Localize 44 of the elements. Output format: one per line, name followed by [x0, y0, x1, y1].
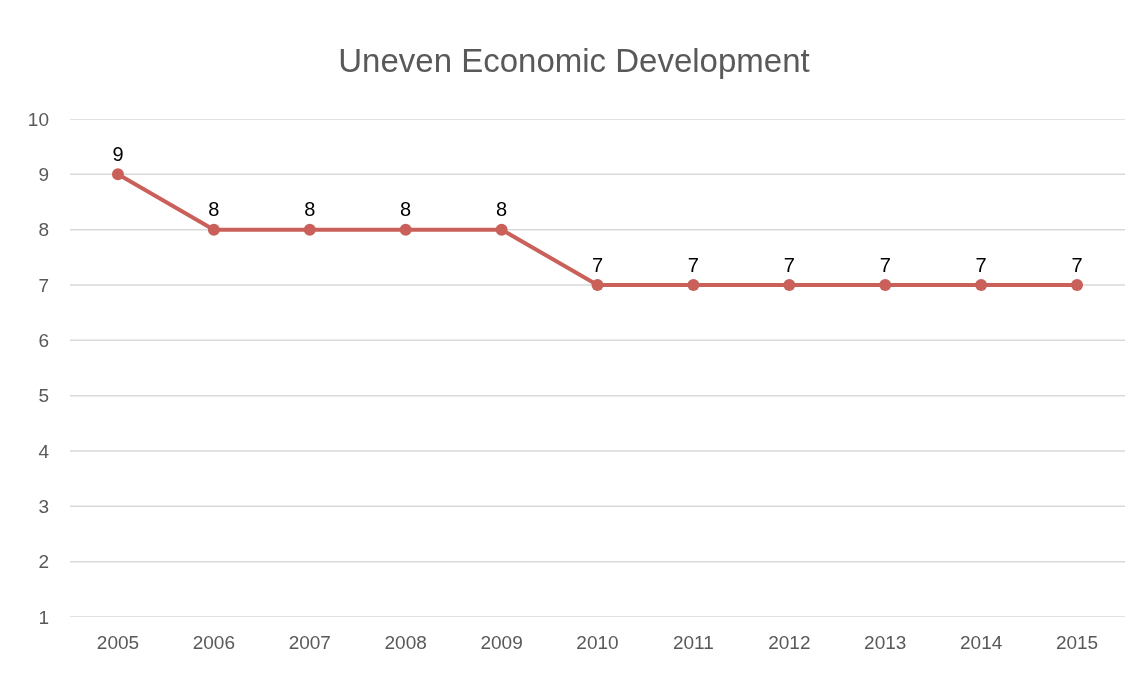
y-tick-label: 8	[38, 219, 49, 241]
point	[495, 223, 508, 236]
x-tick-label: 2009	[480, 632, 523, 653]
data-label: 7	[687, 253, 699, 276]
data-label: 8	[400, 198, 412, 221]
point	[399, 223, 412, 236]
x-tick-label: 2012	[768, 632, 811, 653]
y-tick-label: 3	[38, 495, 49, 517]
y-tick-label: 7	[38, 274, 49, 296]
y-tick-label: 10	[27, 108, 49, 130]
point	[783, 279, 796, 291]
x-tick-label: 2007	[288, 632, 331, 653]
y-tick-label: 6	[38, 329, 49, 351]
point	[207, 223, 220, 236]
point	[591, 279, 604, 291]
y-tick-label: 1	[38, 606, 49, 628]
x-tick-label: 2015	[1055, 632, 1099, 653]
point	[111, 168, 124, 181]
data-label: 9	[112, 142, 124, 165]
data-label: 7	[783, 253, 795, 276]
x-tick-label: 2005	[96, 632, 140, 653]
chart-title: Uneven Economic Development	[338, 42, 810, 80]
data-label: 8	[304, 198, 316, 221]
data-label: 7	[591, 253, 604, 276]
x-tick-label: 2014	[960, 632, 1003, 653]
point	[1071, 279, 1084, 291]
x-tick-label: 2011	[672, 632, 714, 653]
point	[687, 279, 700, 291]
point	[303, 223, 316, 236]
data-label: 8	[496, 198, 508, 221]
x-tick-label: 2008	[384, 632, 427, 653]
x-tick-label: 2013	[864, 632, 907, 653]
data-label: 7	[879, 253, 891, 276]
x-tick-label: 2006	[192, 632, 235, 653]
point	[879, 279, 892, 291]
data-label: 7	[975, 253, 987, 276]
point	[975, 279, 988, 291]
x-tick-label: 2010	[576, 632, 619, 653]
y-tick-label: 5	[38, 385, 49, 407]
y-tick-label: 9	[38, 163, 49, 185]
y-tick-label: 2	[38, 551, 49, 573]
data-label: 8	[208, 198, 220, 221]
y-tick-label: 4	[38, 440, 50, 462]
data-label: 7	[1071, 253, 1083, 276]
